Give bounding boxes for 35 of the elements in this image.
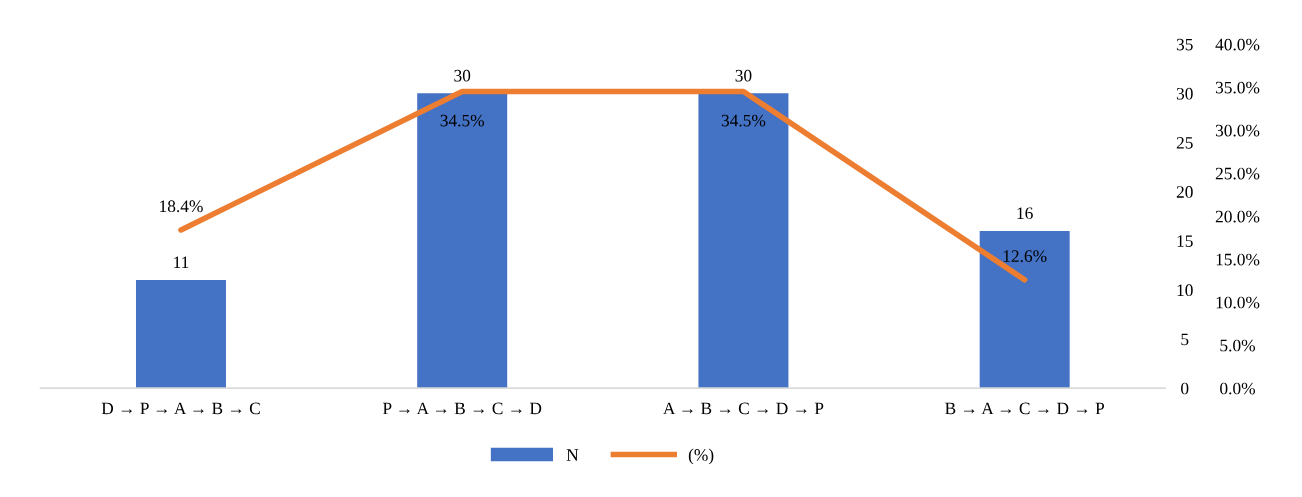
data-label: 18.4% bbox=[160, 200, 203, 213]
x-tick-label: B → A → C → D → P bbox=[945, 402, 1105, 415]
y-tick-label: 20 bbox=[1176, 186, 1193, 198]
y2-tick-label: 15.0% bbox=[1216, 253, 1260, 266]
data-label: 34.5% bbox=[440, 114, 485, 127]
y2-tick-label: 30.0% bbox=[1215, 124, 1260, 137]
legend-label: (%) bbox=[688, 448, 714, 465]
data-label: 11 bbox=[174, 256, 189, 269]
y2-tick-label: 10.0% bbox=[1216, 296, 1260, 309]
legend-label: N bbox=[566, 449, 579, 461]
y-tick-label: 0 bbox=[1181, 382, 1189, 395]
x-tick-label: A → B → C → D → P bbox=[663, 402, 824, 415]
bar bbox=[698, 93, 789, 389]
data-label: 12.6% bbox=[1003, 250, 1047, 263]
bar bbox=[417, 93, 508, 389]
x-tick-label: P → A → B → C → D bbox=[382, 402, 542, 415]
y-tick-label: 15 bbox=[1177, 235, 1193, 247]
y-tick-label: 30 bbox=[1176, 87, 1193, 100]
y2-tick-label: 25.0% bbox=[1215, 167, 1260, 180]
y-tick-label: 35 bbox=[1176, 38, 1193, 51]
y2-tick-label: 5.0% bbox=[1220, 339, 1255, 352]
y2-tick-label: 20.0% bbox=[1215, 210, 1260, 223]
bar bbox=[135, 280, 226, 389]
y2-tick-label: 35.0% bbox=[1215, 81, 1260, 94]
bar bbox=[979, 230, 1070, 389]
y2-tick-label: 40.0% bbox=[1215, 38, 1260, 51]
y-tick-label: 5 bbox=[1181, 333, 1189, 346]
data-label: 16 bbox=[1017, 207, 1033, 220]
x-tick-label: D → P → A → B → C bbox=[101, 402, 260, 415]
data-label: 30 bbox=[735, 69, 752, 82]
data-label: 30 bbox=[454, 69, 471, 82]
y-tick-label: 10 bbox=[1177, 284, 1193, 297]
y-tick-label: 25 bbox=[1176, 137, 1193, 149]
data-label: 34.5% bbox=[721, 114, 766, 127]
y2-tick-label: 0.0% bbox=[1220, 382, 1255, 395]
